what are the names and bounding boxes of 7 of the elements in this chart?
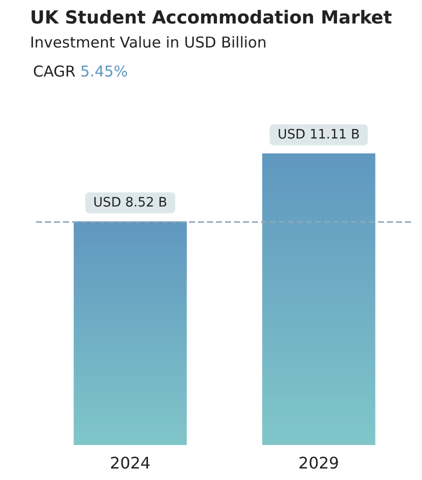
data-label: USD 8.52 B — [93, 195, 168, 210]
x-tick-label: 2029 — [298, 454, 340, 472]
data-label: USD 11.11 B — [278, 127, 360, 142]
chart-subtitle: Investment Value in USD Billion — [30, 34, 267, 52]
text: CAGR 5.45% — [33, 62, 128, 80]
x-tick-label: 2024 — [110, 454, 151, 472]
chart-title: UK Student Accommodation Market — [30, 8, 392, 28]
